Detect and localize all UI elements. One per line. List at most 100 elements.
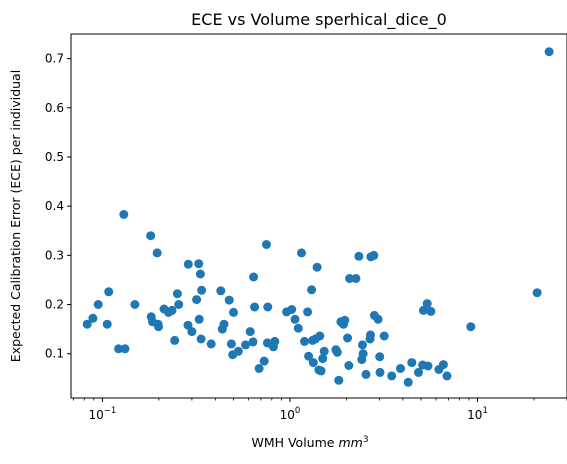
data-points: [82, 47, 554, 387]
data-point: [361, 369, 371, 379]
data-point: [293, 323, 303, 333]
data-point: [229, 307, 238, 317]
y-tick-label: 0.5: [45, 150, 64, 164]
data-point: [358, 349, 368, 359]
data-point: [88, 313, 98, 323]
data-point: [466, 322, 476, 332]
y-tick-label: 0.3: [45, 248, 64, 262]
data-point: [146, 231, 156, 241]
y-axis-ticks: 0.1 0.2 0.3 0.4 0.5 0.6 0.7: [45, 52, 71, 361]
data-point: [304, 351, 314, 361]
data-point: [343, 333, 353, 343]
data-point: [438, 360, 448, 370]
data-point: [248, 337, 258, 347]
data-point: [318, 354, 328, 364]
data-point: [254, 364, 264, 373]
x-tick-label: 10−1: [89, 406, 117, 422]
data-point: [192, 295, 202, 305]
plot-area: 0.1 0.2 0.3 0.4 0.5 0.6 0.7 10−1 100 101: [45, 33, 567, 422]
x-tick-label: 100: [280, 406, 301, 422]
data-point: [197, 285, 207, 295]
data-point: [315, 331, 325, 341]
data-point: [300, 336, 309, 346]
data-point: [287, 305, 297, 314]
data-point: [226, 339, 236, 349]
data-point: [196, 334, 206, 344]
data-point: [82, 319, 92, 329]
data-point: [351, 274, 361, 283]
y-tick-label: 0.1: [45, 347, 64, 361]
data-point: [120, 344, 130, 354]
x-tick-label: 101: [467, 406, 488, 422]
data-point: [250, 302, 260, 312]
y-axis-label: Expected Calibration Error (ECE) per ind…: [8, 70, 23, 362]
data-point: [345, 274, 355, 283]
x-axis-ticks: 10−1 100 101: [72, 398, 567, 422]
data-point: [358, 340, 367, 350]
data-point: [334, 375, 344, 385]
data-point: [174, 300, 184, 309]
data-point: [544, 47, 554, 57]
data-point: [119, 210, 129, 219]
data-point: [303, 307, 313, 317]
data-point: [224, 295, 234, 305]
data-point: [403, 377, 413, 387]
data-point: [418, 305, 428, 315]
data-point: [354, 251, 364, 261]
data-point: [369, 250, 379, 260]
data-point: [187, 327, 197, 337]
data-point: [442, 371, 452, 381]
y-tick-label: 0.4: [45, 199, 64, 213]
data-point: [297, 248, 306, 258]
data-point: [307, 285, 317, 295]
data-point: [195, 269, 205, 279]
data-point: [194, 259, 204, 269]
chart-title: ECE vs Volume sperhical_dice_0: [191, 10, 447, 30]
data-point: [219, 319, 229, 329]
data-point: [332, 347, 342, 357]
y-tick-label: 0.2: [45, 298, 64, 312]
data-point: [366, 330, 375, 340]
data-point: [340, 315, 350, 325]
data-point: [290, 314, 300, 324]
data-point: [312, 262, 322, 272]
data-point: [379, 331, 389, 341]
data-point: [249, 272, 259, 282]
y-tick-label: 0.6: [45, 101, 64, 115]
data-point: [423, 361, 433, 371]
data-point: [167, 305, 177, 315]
data-point: [233, 346, 243, 356]
data-point: [102, 319, 112, 329]
x-axis-label: WMH Volume mm3: [251, 435, 368, 450]
data-point: [245, 327, 255, 337]
data-point: [387, 371, 397, 381]
data-point: [259, 356, 269, 366]
data-point: [130, 300, 140, 309]
data-point: [206, 339, 216, 349]
data-point: [263, 302, 273, 312]
data-point: [396, 364, 405, 373]
data-point: [262, 240, 271, 249]
data-point: [373, 314, 383, 324]
data-point: [104, 287, 114, 297]
data-point: [152, 248, 162, 258]
y-tick-label: 0.7: [45, 52, 64, 66]
data-point: [194, 314, 204, 324]
data-point: [422, 299, 432, 309]
data-point: [270, 336, 280, 346]
data-point: [183, 259, 193, 269]
data-point: [319, 346, 329, 356]
data-point: [426, 306, 436, 316]
data-point: [153, 319, 163, 329]
data-point: [308, 358, 318, 368]
plot-frame: [70, 33, 567, 399]
data-point: [414, 367, 423, 377]
data-point: [407, 358, 417, 368]
data-point: [344, 361, 354, 370]
data-point: [241, 340, 250, 350]
data-point: [532, 288, 542, 298]
data-point: [170, 335, 180, 345]
data-point: [375, 367, 385, 377]
data-point: [172, 289, 182, 299]
